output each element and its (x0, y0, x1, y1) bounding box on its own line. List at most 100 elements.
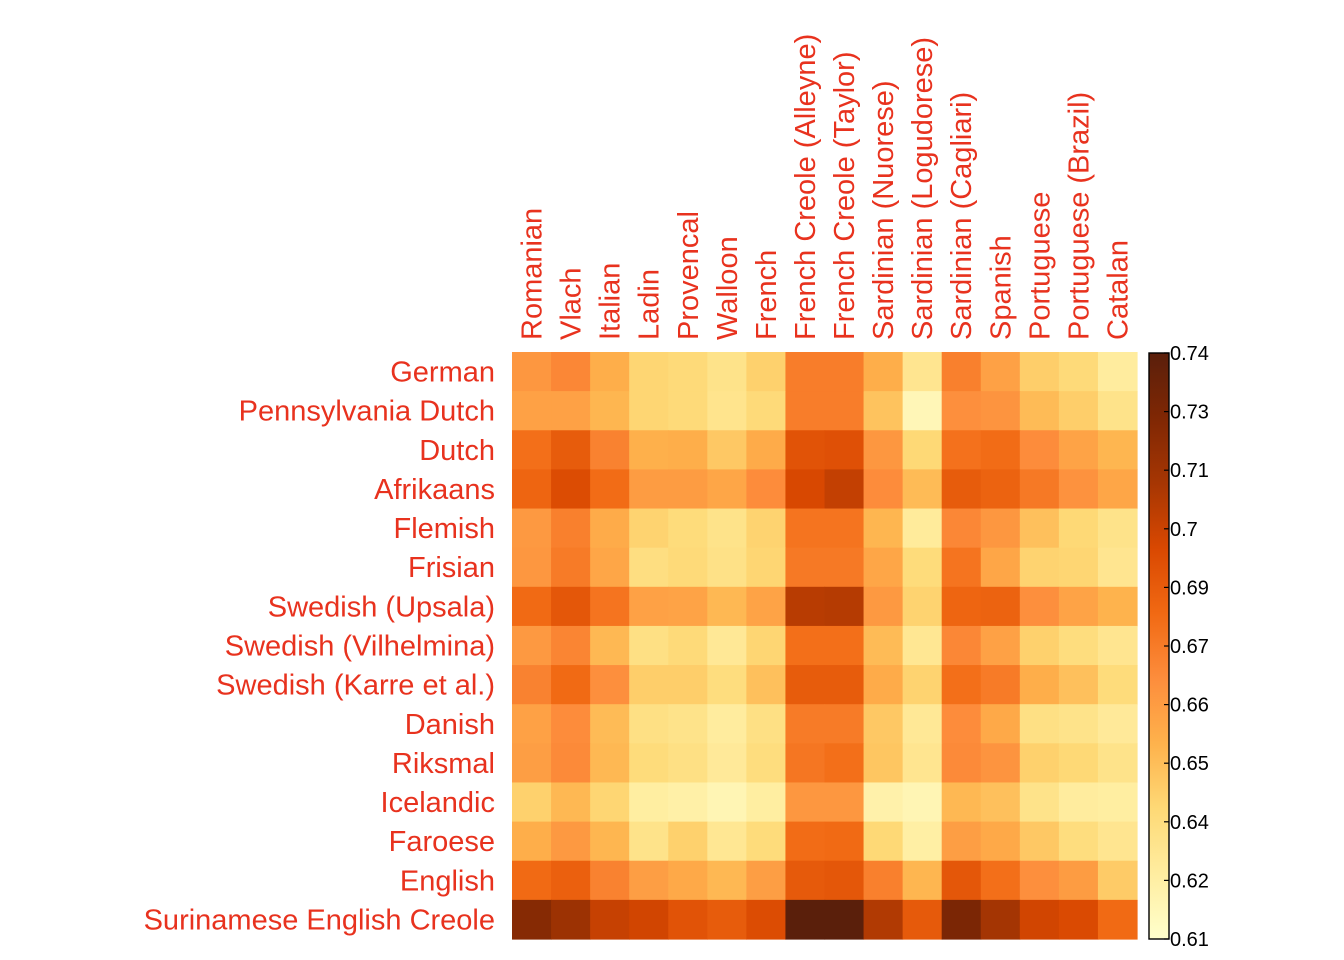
heatmap-cell (512, 547, 552, 588)
heatmap-cell (746, 743, 787, 784)
column-label: Provencal (673, 211, 705, 340)
heatmap-cell (1019, 860, 1060, 901)
heatmap-cell (941, 352, 982, 392)
heatmap-cell (668, 508, 708, 549)
row-label: Flemish (393, 513, 495, 545)
heatmap-cell (629, 352, 669, 392)
row-label: Danish (405, 709, 495, 741)
heatmap-cell (668, 860, 708, 901)
heatmap-cell (668, 625, 708, 666)
heatmap-cell (707, 586, 747, 627)
heatmap-cell (1097, 821, 1138, 862)
heatmap-cell (1019, 625, 1060, 666)
heatmap-cell (1019, 430, 1060, 470)
row-labels: German Pennsylvania Dutch Dutch Afrikaans Fl… (144, 357, 495, 937)
column-label: Walloon (712, 236, 744, 340)
colorbar-tick-label: 0.61 (1170, 929, 1209, 951)
heatmap-cell (863, 391, 904, 431)
heatmap-cell (746, 782, 787, 823)
heatmap-cell (707, 547, 747, 588)
heatmap-cell (902, 625, 943, 666)
colorbar-tick-label: 0.69 (1170, 577, 1209, 599)
heatmap-cell (707, 625, 747, 666)
heatmap-cell (902, 860, 943, 901)
column-label: Sardinian (Cagliari) (946, 92, 978, 340)
heatmap-cell (980, 391, 1021, 431)
heatmap-cell (824, 508, 865, 549)
heatmap-cell (512, 860, 552, 901)
heatmap-cell (512, 821, 552, 862)
heatmap-cell (629, 586, 669, 627)
heatmap-cell (590, 782, 630, 823)
row-label: Dutch (419, 435, 495, 467)
heatmap-cell (980, 625, 1021, 666)
heatmap-cell (707, 821, 747, 862)
row-label: Pennsylvania Dutch (239, 396, 495, 428)
row-label: Afrikaans (374, 474, 495, 506)
column-label: Romanian (517, 208, 549, 340)
heatmap-cell (707, 391, 747, 431)
heatmap-cell (590, 430, 630, 470)
heatmap-cell (785, 547, 826, 588)
heatmap-cell (668, 430, 708, 470)
column-label: Italian (595, 263, 627, 340)
heatmap-cell (668, 743, 708, 784)
heatmap-cell (1019, 469, 1060, 510)
heatmap-cell (1097, 586, 1138, 627)
heatmap-cell (629, 821, 669, 862)
heatmap-cell (980, 469, 1021, 510)
heatmap-cell (512, 430, 552, 470)
heatmap-cell (824, 547, 865, 588)
heatmap-cell (1058, 469, 1099, 510)
heatmap-cell (941, 430, 982, 470)
heatmap-cell (785, 782, 826, 823)
heatmap-cell (785, 860, 826, 901)
heatmap-cell (1097, 665, 1138, 705)
heatmap-cell (551, 704, 591, 744)
heatmap-cell (551, 860, 591, 901)
heatmap-cell (941, 391, 982, 431)
heatmap-cell (941, 899, 982, 940)
heatmap-cell (746, 821, 787, 862)
heatmap-cell (668, 469, 708, 510)
heatmap-cell (1097, 782, 1138, 823)
heatmap-cell (785, 586, 826, 627)
heatmap-cell (785, 821, 826, 862)
row-label: Frisian (408, 552, 495, 584)
heatmap-cell (629, 391, 669, 431)
heatmap-cell (746, 547, 787, 588)
heatmap-cell (980, 704, 1021, 744)
heatmap-cell (590, 625, 630, 666)
heatmap-cell (1019, 391, 1060, 431)
heatmap-cell (629, 665, 669, 705)
heatmap-cell (1058, 586, 1099, 627)
heatmap-cell (668, 352, 708, 392)
heatmap-cell (668, 586, 708, 627)
heatmap-cell (1097, 625, 1138, 666)
heatmap-cell (1058, 743, 1099, 784)
heatmap-cell (824, 586, 865, 627)
colorbar: 0.74 0.73 0.71 0.7 0.69 0.67 0.66 0.65 0.64 0.62 0… (1148, 343, 1209, 951)
heatmap-cell (1058, 352, 1099, 392)
heatmap-cell (746, 469, 787, 510)
heatmap-cell (1019, 586, 1060, 627)
heatmap-cell (824, 625, 865, 666)
heatmap-cell (1097, 352, 1138, 392)
heatmap-cell (512, 508, 552, 549)
heatmap-cell (590, 665, 630, 705)
heatmap-cell (902, 430, 943, 470)
heatmap-cell (863, 352, 904, 392)
heatmap-cell (551, 821, 591, 862)
heatmap-cell (941, 586, 982, 627)
heatmap-cell (980, 899, 1021, 940)
heatmap-cell (941, 743, 982, 784)
heatmap-cell (1019, 547, 1060, 588)
heatmap-cell (863, 899, 904, 940)
heatmap-cell (941, 782, 982, 823)
row-label: Riksmal (392, 748, 495, 780)
heatmap-cell (824, 899, 865, 940)
heatmap-cell (785, 665, 826, 705)
heatmap-cell (746, 391, 787, 431)
heatmap-cell (1019, 743, 1060, 784)
heatmap-cell (785, 430, 826, 470)
